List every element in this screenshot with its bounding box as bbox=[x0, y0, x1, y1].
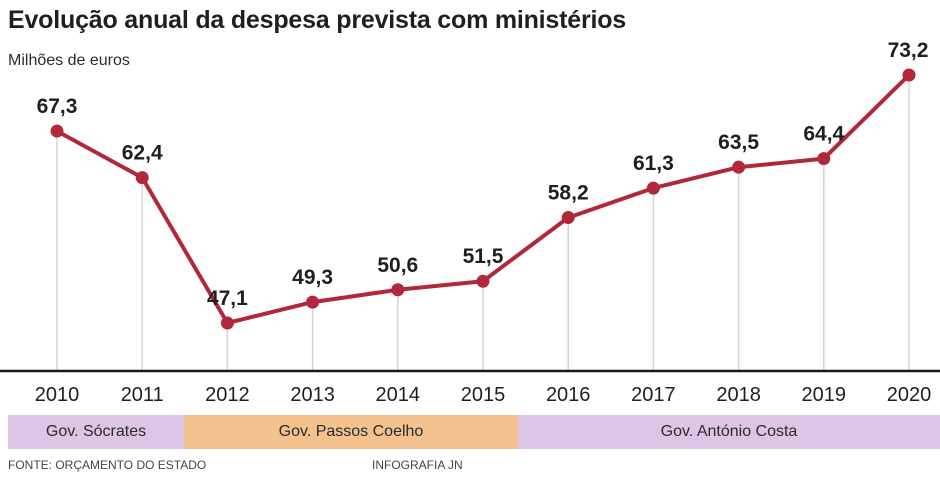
data-point-2015 bbox=[476, 274, 490, 288]
year-labels: 2010 2011 2012 2013 2014 2015 2016 2017 2018 2019… bbox=[35, 384, 932, 406]
year-label-2020: 2020 bbox=[887, 384, 932, 406]
value-label-2013: 49,3 bbox=[292, 266, 333, 289]
year-label-2013: 2013 bbox=[290, 384, 335, 406]
credit-note: Infografia JN bbox=[372, 458, 463, 472]
value-label-2018: 63,5 bbox=[718, 131, 759, 154]
value-label-2016: 58,2 bbox=[548, 182, 589, 205]
data-points bbox=[50, 68, 916, 330]
value-label-2015: 51,5 bbox=[463, 245, 504, 268]
data-point-2011 bbox=[135, 171, 149, 185]
value-label-2011: 62,4 bbox=[122, 142, 163, 165]
data-point-2016 bbox=[561, 211, 575, 225]
data-point-2017 bbox=[646, 181, 660, 195]
chart-title: Evolução anual da despesa prevista com m… bbox=[8, 6, 627, 34]
value-label-2019: 64,4 bbox=[803, 123, 844, 146]
line-chart: 67,3 62,4 47,1 49,3 50,6 51,5 58,2 61,3 63,5 64,4… bbox=[0, 39, 940, 406]
value-label-2010: 67,3 bbox=[37, 95, 78, 118]
value-label-2020: 73,2 bbox=[888, 39, 929, 62]
value-labels: 67,3 62,4 47,1 49,3 50,6 51,5 58,2 61,3 63,5 64,4… bbox=[37, 39, 929, 310]
year-label-2012: 2012 bbox=[205, 384, 250, 406]
year-label-2014: 2014 bbox=[376, 384, 421, 406]
data-point-2014 bbox=[391, 283, 405, 297]
data-point-2012 bbox=[220, 316, 234, 330]
government-bands: Gov. Sócrates Gov. Passos Coelho Gov. An… bbox=[8, 415, 940, 449]
year-label-2016: 2016 bbox=[546, 384, 591, 406]
gridlines bbox=[56, 75, 910, 371]
band-gov-socrates: Gov. Sócrates bbox=[8, 415, 184, 449]
band-gov-passos-coelho: Gov. Passos Coelho bbox=[184, 415, 518, 449]
year-label-2011: 2011 bbox=[121, 384, 164, 406]
year-label-2010: 2010 bbox=[35, 384, 80, 406]
data-point-2020 bbox=[902, 68, 916, 82]
unit-label: Milhões de euros bbox=[8, 52, 130, 69]
data-point-2010 bbox=[50, 124, 64, 138]
value-label-2017: 61,3 bbox=[633, 152, 674, 175]
year-label-2017: 2017 bbox=[631, 384, 676, 406]
year-label-2019: 2019 bbox=[802, 384, 847, 406]
year-label-2018: 2018 bbox=[716, 384, 761, 406]
data-point-2019 bbox=[817, 152, 831, 166]
value-label-2012: 47,1 bbox=[207, 287, 248, 310]
data-point-2013 bbox=[306, 295, 320, 309]
data-point-2018 bbox=[732, 160, 746, 174]
year-label-2015: 2015 bbox=[461, 384, 506, 406]
value-label-2014: 50,6 bbox=[377, 254, 418, 277]
source-note: Fonte: Orçamento do Estado bbox=[8, 458, 207, 472]
band-gov-antonio-costa: Gov. António Costa bbox=[518, 415, 940, 449]
